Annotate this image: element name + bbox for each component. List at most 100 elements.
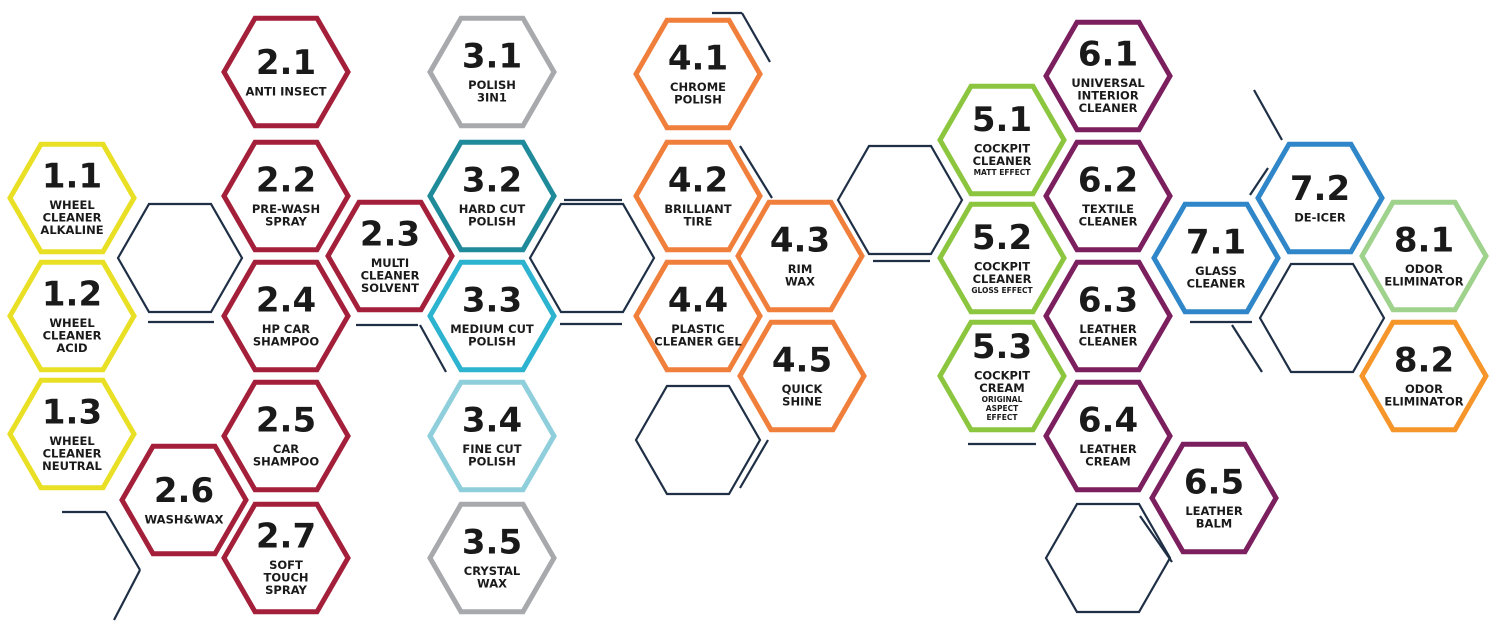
hexagon-outline <box>1043 19 1173 133</box>
product-name-line: LEATHER <box>1185 504 1243 518</box>
product-name-line: ELIMINATOR <box>1384 275 1463 289</box>
product-name-line: POLISH <box>468 78 516 92</box>
product-code: 4.5 <box>772 341 832 381</box>
accent-line <box>741 12 771 63</box>
accent-line <box>105 511 141 571</box>
product-name-line: CLEANER <box>43 446 102 460</box>
product-code: 7.1 <box>1186 223 1246 263</box>
empty-hexagon <box>116 202 244 314</box>
product-name-line: CLEANER <box>1187 277 1246 291</box>
product-name-line: TOUCH <box>263 570 308 584</box>
hexagon-outline <box>1043 379 1173 493</box>
product-variant-note: GLOSS EFFECT <box>971 286 1033 295</box>
hexagon-outline <box>633 259 763 373</box>
product-code: 3.3 <box>462 281 522 321</box>
hexagon-outline <box>221 501 351 615</box>
product-name-line: CAR <box>273 442 299 456</box>
product-name-line: PLASTIC <box>671 322 725 336</box>
hexagon-outline <box>221 15 351 129</box>
product-name-line: ELIMINATOR <box>1384 395 1463 409</box>
product-variant-note: MATT EFFECT <box>974 168 1032 177</box>
product-code: 6.5 <box>1184 463 1244 503</box>
product-name-line: SHINE <box>782 395 822 409</box>
hexagon-outline <box>1255 141 1385 255</box>
product-code: 3.2 <box>462 161 522 201</box>
product-code: 4.1 <box>668 39 728 79</box>
product-code: 4.4 <box>668 281 728 321</box>
accent-line <box>113 569 141 621</box>
hexagon-outline <box>937 319 1067 433</box>
product-name-line: MULTI <box>371 256 409 270</box>
product-name-line: WHEEL <box>49 316 95 330</box>
product-code: 2.2 <box>256 161 316 201</box>
product-name-line: CLEANER <box>973 154 1032 168</box>
product-code: 8.2 <box>1394 341 1454 381</box>
product-name-line: ACID <box>56 341 87 355</box>
hexagon-outline <box>325 199 455 313</box>
product-name-line: SPRAY <box>265 583 307 597</box>
product-variant-note: EFFECT <box>986 413 1018 422</box>
product-code: 7.2 <box>1290 169 1350 209</box>
product-name-line: SOFT <box>269 558 303 572</box>
product-name-line: COCKPIT <box>974 142 1030 156</box>
hexagon-outline <box>735 199 865 313</box>
product-code: 1.2 <box>42 274 102 314</box>
product-code: 1.1 <box>42 156 102 196</box>
product-name-line: LEATHER <box>1079 322 1137 336</box>
product-name-line: CRYSTAL <box>464 564 521 578</box>
product-name-line: NEUTRAL <box>42 459 102 473</box>
product-code: 5.2 <box>972 218 1032 258</box>
product-name-line: PRE-WASH <box>252 202 320 216</box>
product-code: 5.1 <box>972 100 1032 140</box>
product-code: 2.5 <box>256 401 316 441</box>
product-code: 2.1 <box>256 43 316 83</box>
product-name-line: WAX <box>785 275 815 289</box>
hexagon-outline <box>427 379 557 493</box>
product-name-line: UNIVERSAL <box>1071 76 1145 90</box>
product-code: 1.3 <box>42 392 102 432</box>
product-name-line: WASH&WAX <box>145 512 224 526</box>
product-name-line: ODOR <box>1405 382 1443 396</box>
product-name-line: CREAM <box>1085 455 1131 469</box>
product-code: 6.1 <box>1078 34 1138 74</box>
product-name-line: HP CAR <box>262 322 310 336</box>
product-name-line: FINE CUT <box>462 442 521 456</box>
product-variant-note: ASPECT <box>986 404 1019 413</box>
product-name-line: DE-ICER <box>1294 210 1346 224</box>
product-name-line: HARD CUT <box>459 202 526 216</box>
accent-line <box>739 439 769 489</box>
product-code: 6.4 <box>1078 401 1138 441</box>
hexagon-outline <box>427 501 557 615</box>
empty-hexagon <box>836 144 964 256</box>
hexagon-outline <box>427 259 557 373</box>
product-code: 5.3 <box>972 327 1032 367</box>
accent-line <box>1231 324 1263 373</box>
product-name-line: TEXTILE <box>1082 202 1134 216</box>
product-name-line: WHEEL <box>49 198 95 212</box>
decorative-outline-layer <box>62 11 1386 621</box>
product-name-line: SPRAY <box>265 215 307 229</box>
product-name-line: LEATHER <box>1079 442 1137 456</box>
hexagon-outline <box>1359 199 1489 313</box>
product-name-line: SHAMPOO <box>253 455 319 469</box>
